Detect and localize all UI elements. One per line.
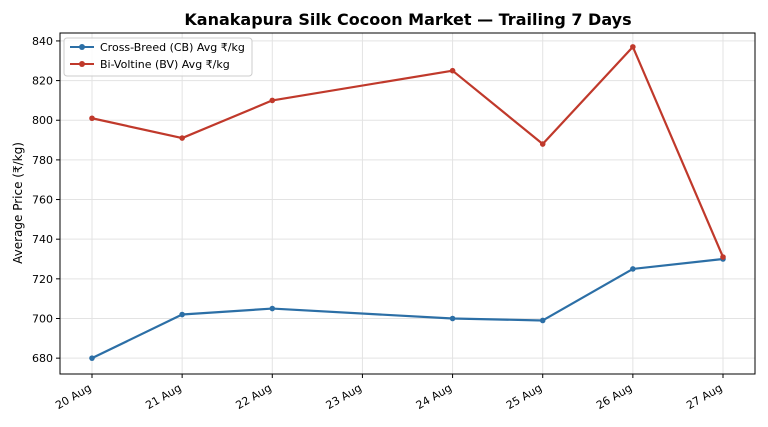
y-axis-label: Average Price (₹/kg) (11, 142, 25, 264)
data-point (179, 135, 185, 141)
y-tick-label: 800 (32, 114, 53, 127)
x-tick-label: 25 Aug (504, 381, 544, 412)
x-tick-label: 23 Aug (324, 381, 364, 412)
data-point (539, 141, 546, 147)
data-point (449, 67, 456, 74)
series-line-0 (90, 257, 725, 360)
y-tick-label: 740 (32, 233, 53, 246)
chart-title: Kanakapura Silk Cocoon Market — Trailing… (184, 10, 631, 29)
data-point (449, 315, 456, 322)
data-point (269, 97, 276, 104)
x-tick-label: 24 Aug (414, 381, 454, 412)
legend-marker-bv (79, 61, 85, 67)
y-tick-label: 680 (32, 352, 53, 365)
series-layer (89, 44, 726, 361)
legend-label-cb: Cross-Breed (CB) Avg ₹/kg (100, 41, 245, 54)
x-tick-label: 22 Aug (234, 381, 274, 412)
x-tick-label: 20 Aug (53, 381, 93, 412)
y-tick-label: 840 (32, 35, 53, 48)
data-point (179, 311, 185, 318)
data-point (630, 44, 636, 50)
y-tick-label: 720 (32, 273, 53, 286)
series-line-1 (90, 45, 725, 259)
x-axis-ticks: 20 Aug 21 Aug 22 Aug 23 Aug 24 Aug 25 Aug 26 A… (53, 374, 725, 412)
data-point (539, 317, 546, 324)
data-point (89, 355, 95, 361)
data-point (720, 254, 726, 260)
y-tick-label: 780 (32, 154, 53, 167)
x-tick-label: 27 Aug (684, 381, 724, 412)
y-tick-label: 820 (32, 75, 53, 88)
y-tick-label: 700 (32, 312, 53, 325)
data-point (630, 266, 636, 272)
legend: Cross-Breed (CB) Avg ₹/kg Bi-Voltine (BV… (63, 37, 253, 77)
x-tick-label: 21 Aug (143, 381, 183, 412)
y-axis-ticks: 680 700 720 740 760 780 800 820 840 (32, 35, 60, 365)
x-tick-label: 26 Aug (594, 381, 634, 412)
legend-marker-cb (79, 44, 85, 50)
legend-box (63, 37, 253, 77)
data-point (269, 305, 276, 312)
data-point (89, 115, 95, 122)
plot-frame (59, 32, 756, 375)
legend-label-bv: Bi-Voltine (BV) Avg ₹/kg (100, 58, 230, 71)
y-tick-label: 760 (32, 194, 53, 207)
